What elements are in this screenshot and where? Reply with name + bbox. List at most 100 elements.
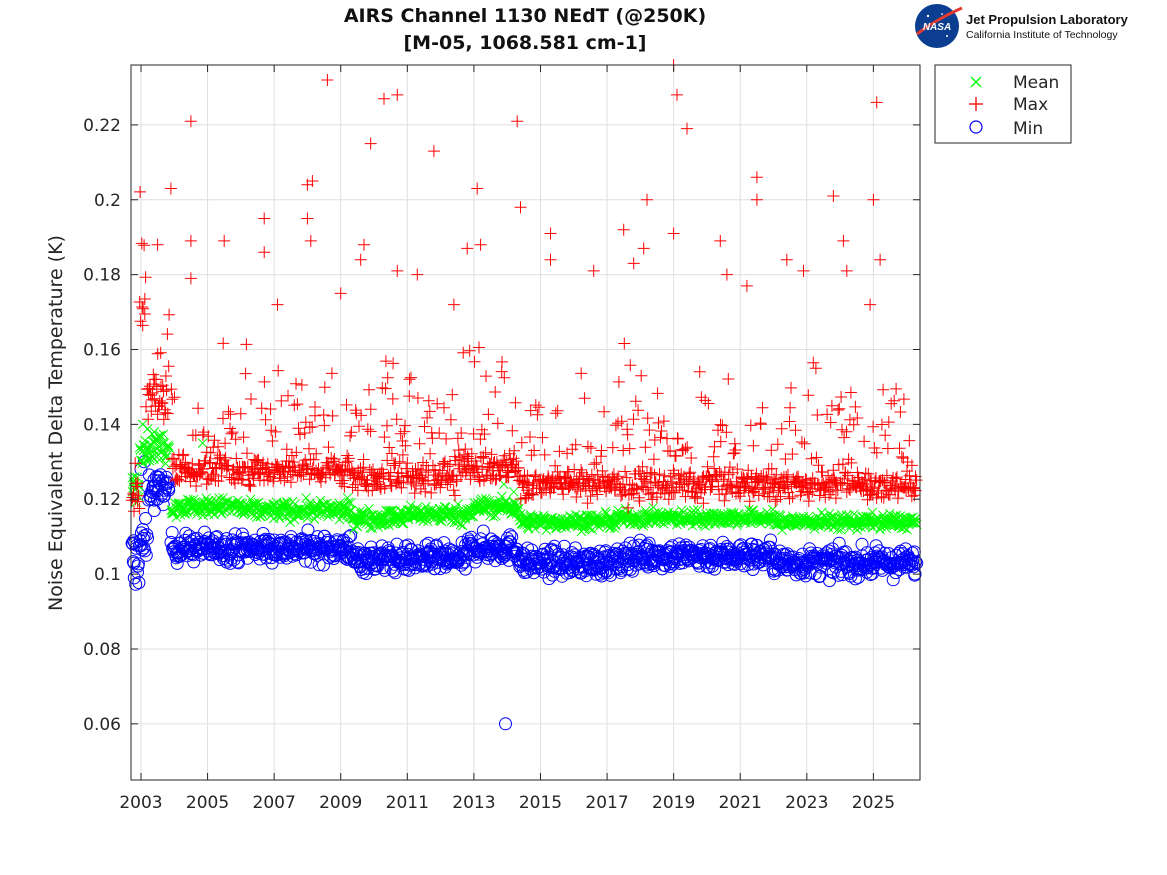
max-point bbox=[224, 408, 237, 421]
max-point bbox=[875, 418, 888, 431]
max-point bbox=[441, 460, 454, 473]
max-point bbox=[627, 413, 640, 426]
max-point bbox=[549, 459, 562, 472]
max-point bbox=[449, 489, 461, 502]
max-point bbox=[433, 427, 446, 440]
max-point bbox=[357, 453, 370, 466]
max-point bbox=[802, 389, 815, 402]
max-point bbox=[532, 401, 545, 414]
max-point bbox=[162, 360, 175, 373]
max-point bbox=[757, 483, 770, 496]
max-point bbox=[485, 448, 498, 461]
mean-point bbox=[508, 486, 519, 497]
max-point bbox=[482, 408, 495, 421]
max-point bbox=[212, 475, 225, 488]
max-point bbox=[641, 412, 654, 425]
max-point bbox=[424, 447, 437, 460]
min-point bbox=[127, 571, 141, 585]
max-point bbox=[704, 483, 717, 496]
max-point bbox=[397, 476, 410, 489]
max-point bbox=[829, 492, 842, 505]
min-point bbox=[464, 530, 478, 544]
max-point bbox=[477, 452, 490, 465]
max-point bbox=[836, 458, 849, 471]
max-point bbox=[835, 391, 848, 403]
max-point bbox=[417, 456, 429, 469]
max-point bbox=[714, 435, 727, 448]
max-point bbox=[447, 298, 460, 311]
max-point bbox=[531, 408, 544, 421]
max-point bbox=[204, 457, 217, 469]
max-point bbox=[451, 432, 464, 445]
min-point bbox=[458, 562, 472, 576]
max-point bbox=[137, 302, 150, 315]
min-point bbox=[756, 558, 770, 572]
max-point bbox=[217, 337, 230, 350]
max-point bbox=[471, 182, 484, 195]
max-point bbox=[193, 468, 206, 481]
max-point bbox=[637, 242, 650, 255]
max-point bbox=[478, 428, 491, 441]
max-point bbox=[569, 438, 582, 451]
max-point bbox=[524, 404, 537, 417]
max-point bbox=[147, 378, 160, 391]
max-point bbox=[740, 279, 753, 292]
max-point bbox=[903, 434, 916, 447]
min-point bbox=[160, 475, 174, 489]
max-point bbox=[528, 444, 541, 457]
max-point bbox=[761, 474, 774, 487]
max-point bbox=[684, 466, 697, 479]
max-point bbox=[364, 425, 377, 438]
min-point bbox=[428, 562, 442, 576]
max-point bbox=[661, 432, 673, 445]
max-point bbox=[534, 475, 547, 488]
min-point bbox=[132, 576, 146, 590]
max-point bbox=[655, 425, 668, 437]
max-point bbox=[658, 469, 671, 482]
max-point bbox=[897, 393, 910, 406]
max-point bbox=[641, 467, 653, 480]
max-point bbox=[870, 446, 883, 459]
max-point bbox=[652, 416, 665, 429]
max-point bbox=[792, 470, 805, 483]
max-point bbox=[298, 427, 311, 439]
max-point bbox=[756, 401, 769, 414]
min-point bbox=[499, 717, 512, 731]
max-point bbox=[624, 359, 637, 372]
max-point bbox=[870, 96, 883, 109]
mean-point bbox=[481, 495, 492, 506]
max-point bbox=[345, 426, 358, 439]
max-point bbox=[671, 88, 683, 101]
min-point bbox=[378, 563, 392, 577]
max-point bbox=[328, 453, 341, 465]
max-point bbox=[664, 470, 677, 483]
max-point bbox=[234, 467, 247, 480]
max-point bbox=[241, 447, 253, 460]
max-point bbox=[509, 396, 522, 409]
max-point bbox=[230, 452, 243, 465]
max-point bbox=[728, 437, 741, 450]
max-point bbox=[667, 464, 680, 477]
mean-point bbox=[274, 513, 285, 523]
max-point bbox=[783, 415, 796, 428]
max-point bbox=[136, 301, 149, 313]
max-point bbox=[889, 484, 902, 497]
max-point bbox=[422, 394, 435, 407]
max-point bbox=[905, 459, 918, 472]
max-point bbox=[779, 453, 792, 465]
max-point bbox=[264, 403, 277, 415]
min-point bbox=[161, 476, 175, 490]
max-point bbox=[399, 439, 412, 452]
max-point bbox=[719, 487, 732, 500]
max-point bbox=[260, 468, 273, 481]
plot-area bbox=[125, 59, 924, 781]
max-point bbox=[306, 175, 319, 187]
max-point bbox=[859, 467, 872, 480]
max-point bbox=[744, 419, 757, 432]
max-point bbox=[767, 486, 780, 499]
max-point bbox=[151, 347, 164, 360]
min-point bbox=[832, 536, 846, 550]
max-point bbox=[342, 452, 355, 465]
max-point bbox=[549, 407, 562, 420]
